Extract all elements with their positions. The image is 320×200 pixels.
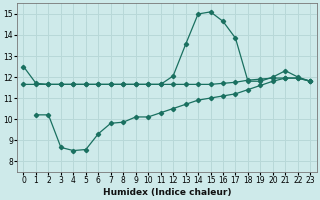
X-axis label: Humidex (Indice chaleur): Humidex (Indice chaleur) — [103, 188, 231, 197]
